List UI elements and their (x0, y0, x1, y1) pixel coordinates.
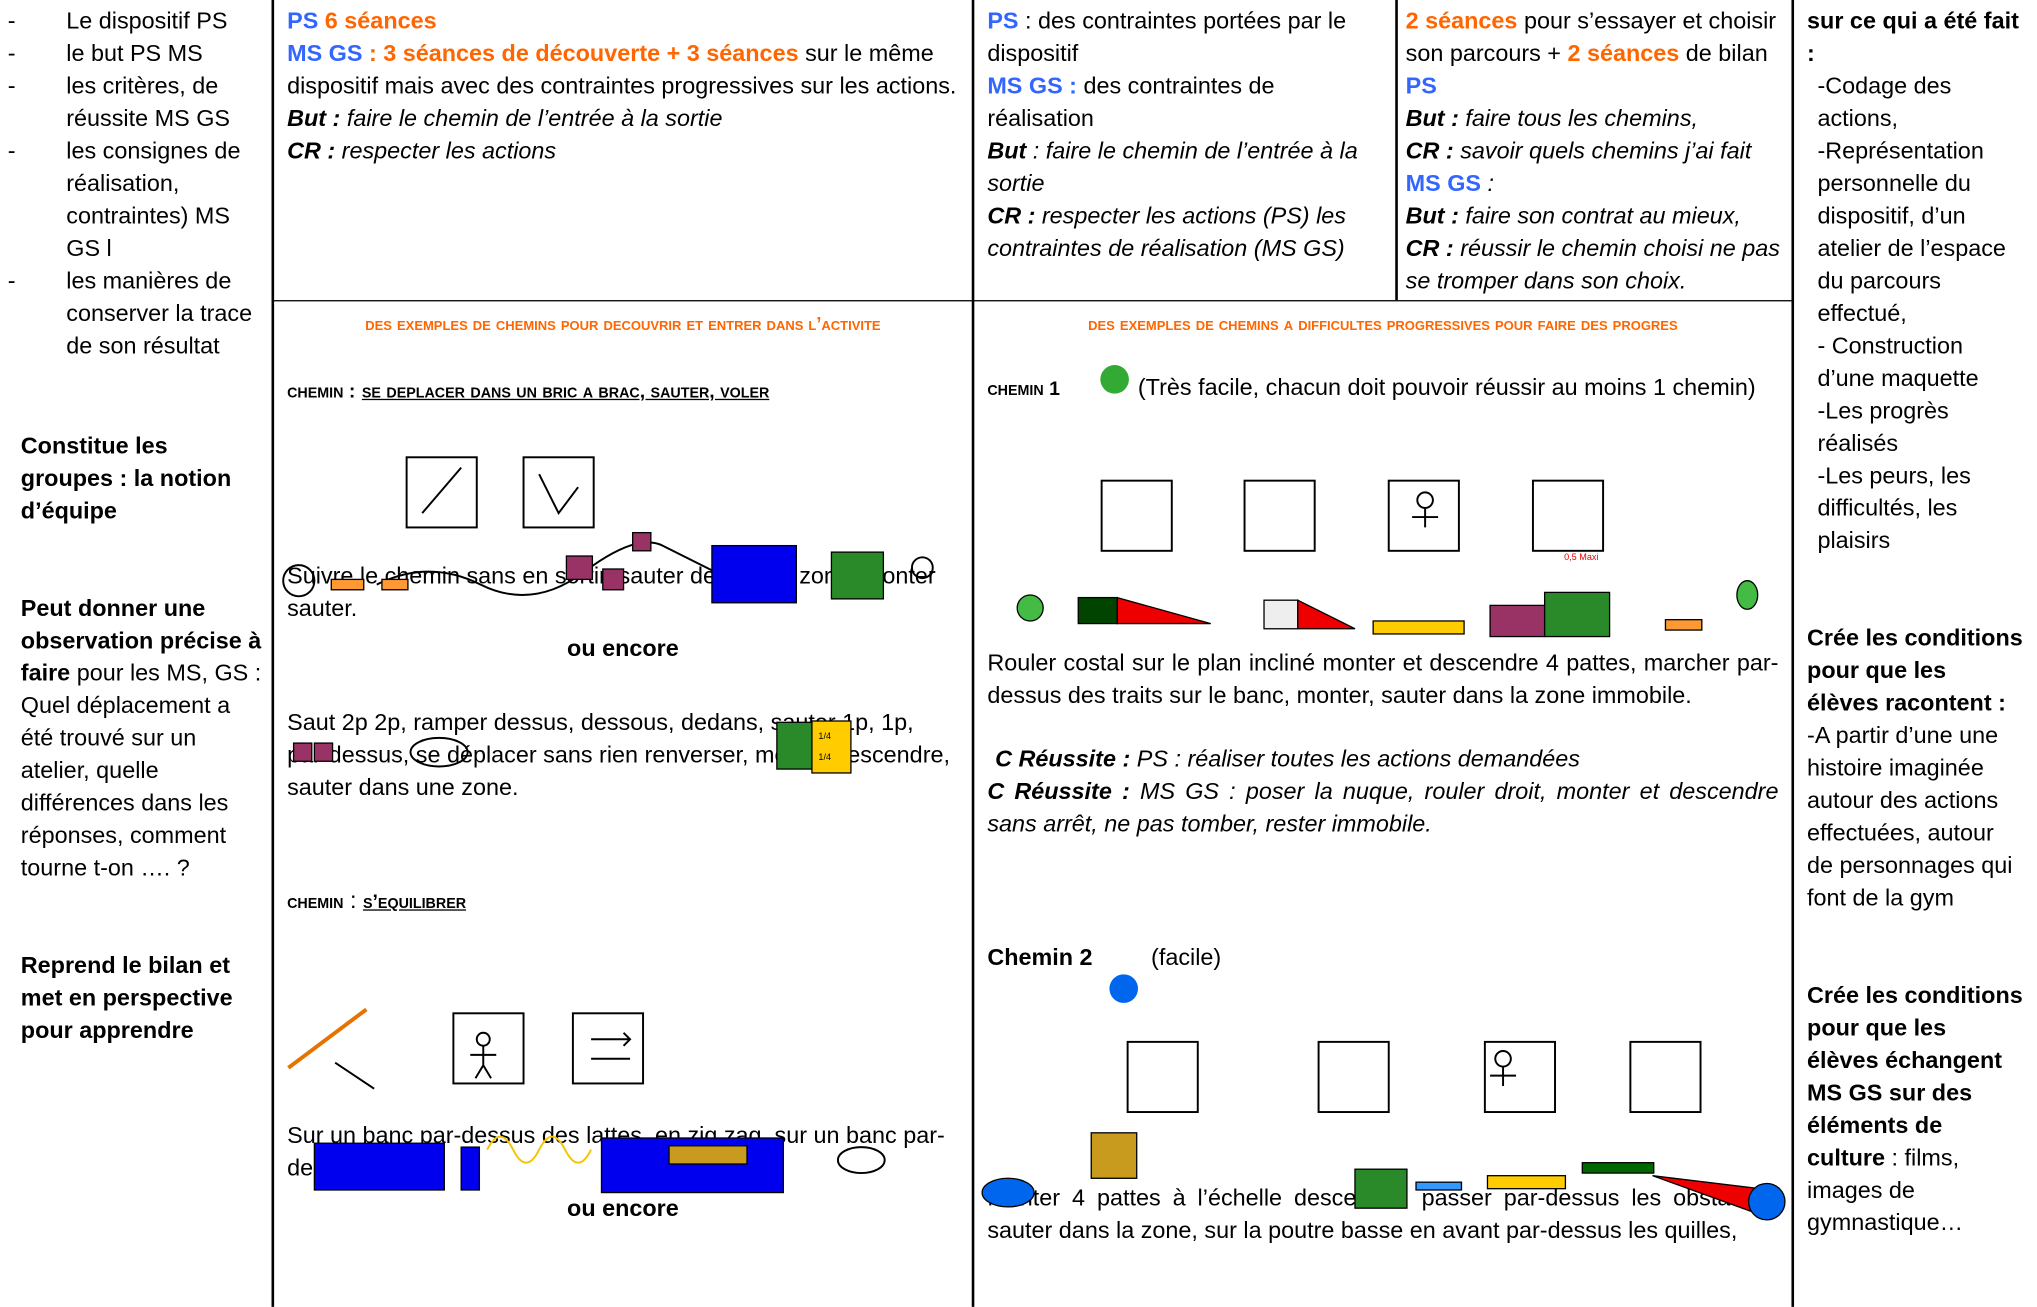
text: de bilan (1679, 40, 1768, 67)
sessions: PS 6 séances MS GS : 3 séances de découv… (274, 0, 972, 173)
level: PS (287, 7, 319, 34)
label: But : (287, 105, 341, 132)
path-label: Chemin 1 (987, 378, 1060, 401)
item: -Représentation personnelle du dispositi… (1817, 137, 2006, 327)
section-text: : films, images de gymnastique… (1807, 1144, 1964, 1236)
level: MS GS (1405, 170, 1481, 197)
text: respecter les actions (335, 137, 557, 164)
section: Peut donner une observation précise à fa… (8, 592, 264, 884)
text: des contraintes de réalisation (987, 72, 1275, 132)
count: 2 séances (1405, 7, 1518, 34)
drawing-mark: 0,5 Maxi (1564, 552, 1598, 562)
text: faire son contrat au mieux, (1458, 202, 1741, 229)
level: MS GS : (987, 72, 1077, 99)
assessment: 2 séances pour s’essayer et choisir son … (1398, 0, 1792, 303)
bullet: les critères, de réussite MS GS (8, 70, 264, 135)
path-label: Chemin (287, 891, 344, 914)
item: -Les peurs, les difficultés, les plaisir… (1817, 462, 1971, 554)
path-title: S’equilibrer (362, 891, 467, 914)
label: But (987, 137, 1027, 164)
label: But : (1405, 105, 1459, 132)
bullet: les consignes de réalisation, contrainte… (8, 135, 264, 265)
criteria-label: C Réussite : (995, 745, 1131, 772)
sep: : (343, 887, 363, 914)
section-lead: Peut donner une observation précise à fa… (20, 594, 262, 686)
text: respecter les actions (PS) les contraint… (987, 202, 1346, 262)
path-label: Chemin : (287, 380, 356, 403)
text: : des contraintes portées par le disposi… (987, 7, 1347, 67)
count: : 3 séances de découverte + 3 séances (362, 40, 799, 67)
drawing-mark: 1/4 (818, 731, 831, 741)
bullet-list: Le dispositif PS le but PS MS les critèr… (8, 5, 264, 362)
constraints: PS : des contraintes portées par le disp… (974, 0, 1395, 270)
level: PS (987, 7, 1019, 34)
text: pour s’essayer et choisir son parcours + (1405, 7, 1777, 67)
label: CR : (287, 137, 336, 164)
label: CR : (987, 202, 1036, 229)
text: sur le même dispositif mais avec des con… (287, 40, 957, 99)
criteria-text: PS : réaliser toutes les actions demandé… (1130, 745, 1580, 772)
level: MS GS (287, 40, 363, 67)
section: Constitue les groupes : la notion d’équi… (20, 432, 232, 524)
label: But : (1405, 202, 1459, 229)
heading: Des exemples de chemins pour decouvrir e… (365, 313, 881, 334)
text: faire le chemin de l’entrée à la sortie (340, 105, 723, 132)
text: faire tous les chemins, (1458, 105, 1699, 132)
right-column: sur ce qui a été fait : -Codage des acti… (1794, 0, 2037, 1245)
criteria-text: MS GS : poser la nuque, rouler droit, mo… (987, 778, 1779, 837)
path-label: Chemin 2 (987, 944, 1093, 971)
section-text: -A partir d’une une histoire imaginée au… (1807, 722, 2013, 911)
item: -Codage des actions, (1817, 72, 1952, 132)
alt: ou encore (567, 1195, 679, 1222)
section-title: Crée les conditions pour que les élèves … (1807, 624, 2023, 716)
heading: Des exemples de chemins a difficultes pr… (1088, 313, 1678, 334)
item: -Les progrès réalisés (1817, 397, 1949, 456)
count: 6 séances (318, 7, 437, 34)
level: PS (1405, 72, 1437, 99)
label: CR : (1405, 137, 1454, 164)
path-title: Se deplacer dans un bric a brac, sauter,… (361, 380, 770, 403)
text: réussir le chemin choisi ne pas se tromp… (1405, 235, 1780, 294)
item: - Construction d’une maquette (1817, 332, 1979, 392)
path-note: (facile) (1151, 944, 1222, 971)
label: CR : (1405, 235, 1454, 262)
path-note: (Très facile, chacun doit pouvoir réussi… (1137, 374, 1756, 401)
path-text: Rouler costal sur le plan incliné monter… (987, 649, 1779, 709)
bullet: le but PS MS (8, 38, 264, 70)
section-title: Crée les conditions pour que les élèves … (1807, 982, 2023, 1171)
section: Reprend le bilan et met en perspective p… (20, 952, 233, 1044)
bullet: Le dispositif PS (8, 5, 264, 37)
intro: sur ce qui a été fait : (1807, 7, 2019, 67)
bullet: les manières de conserver la trace de so… (8, 265, 264, 362)
alt: ou encore (567, 635, 679, 662)
count: 2 séances (1567, 40, 1680, 67)
section-text: pour les MS, GS : Quel déplacement a été… (20, 659, 262, 881)
criteria-label: C Réussite : (987, 778, 1130, 805)
text: savoir quels chemins j’ai fait (1453, 137, 1752, 164)
text: : (1487, 170, 1495, 197)
drawing-mark: 1/4 (818, 752, 831, 762)
text: : faire le chemin de l’entrée à la sorti… (987, 137, 1358, 197)
left-column: Le dispositif PS le but PS MS les critèr… (0, 0, 272, 1052)
